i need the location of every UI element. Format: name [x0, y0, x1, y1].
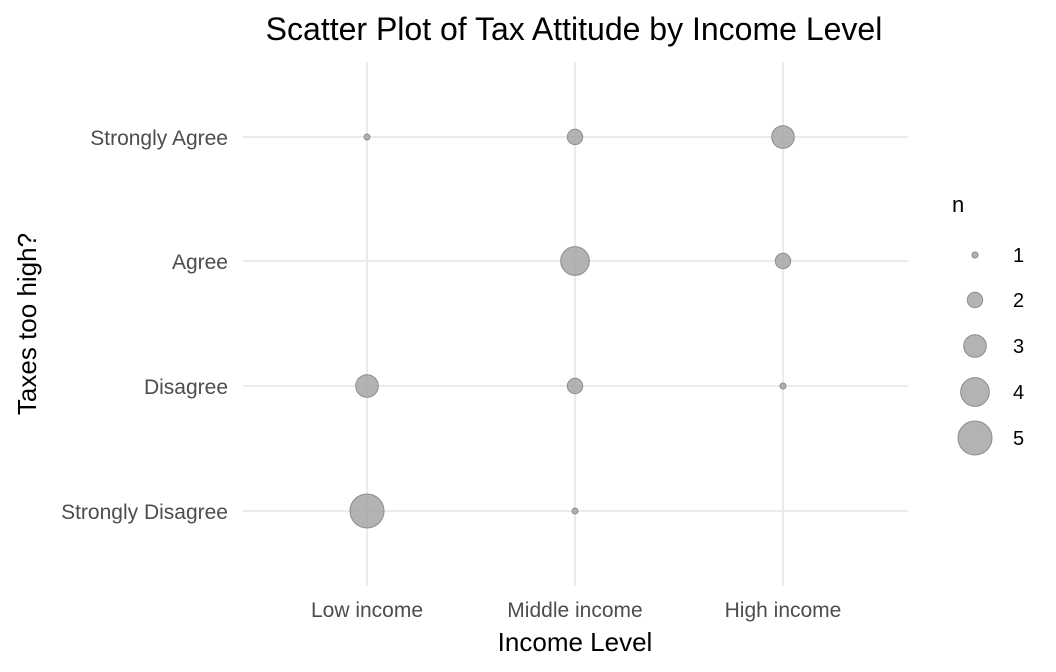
y-tick-strongly-agree: Strongly Agree — [90, 127, 228, 150]
legend-key-2 — [966, 291, 984, 309]
y-axis-title: Taxes too high? — [12, 233, 42, 415]
legend-label-2: 2 — [1013, 290, 1024, 312]
point-low-income-strongly-disagree — [349, 493, 385, 529]
legend-key-4 — [960, 377, 990, 407]
data-points — [349, 125, 795, 529]
y-tick-agree: Agree — [172, 251, 228, 274]
x-axis-title: Income Level — [498, 627, 653, 657]
x-tick-low-income: Low income — [311, 599, 423, 622]
legend-key-3 — [963, 334, 987, 358]
point-middle-income-disagree — [566, 377, 584, 395]
legend-key-1 — [971, 251, 979, 259]
point-middle-income-strongly-disagree — [571, 507, 579, 515]
point-middle-income-agree — [560, 246, 590, 276]
point-low-income-strongly-agree — [363, 133, 371, 141]
chart-title: Scatter Plot of Tax Attitude by Income L… — [266, 11, 883, 47]
y-tick-strongly-disagree: Strongly Disagree — [61, 501, 228, 524]
legend-key-5 — [957, 420, 993, 456]
point-middle-income-strongly-agree — [566, 128, 584, 146]
legend-title: n — [952, 192, 964, 217]
y-tick-disagree: Disagree — [144, 376, 228, 399]
x-tick-high-income: High income — [725, 599, 842, 622]
point-high-income-agree — [774, 252, 792, 270]
point-high-income-strongly-agree — [771, 125, 795, 149]
legend-label-5: 5 — [1013, 428, 1024, 450]
size-legend: n 1 2 3 4 5 — [952, 192, 1024, 456]
legend-items: 1 2 3 4 5 — [957, 245, 1024, 456]
legend-label-4: 4 — [1013, 382, 1024, 404]
point-high-income-disagree — [779, 382, 787, 390]
y-tick-labels: Strongly Disagree Disagree Agree Strongly A… — [61, 127, 228, 524]
legend-label-1: 1 — [1013, 245, 1024, 267]
legend-label-3: 3 — [1013, 336, 1024, 358]
x-tick-labels: Low income Middle income High income — [311, 599, 841, 622]
x-tick-middle-income: Middle income — [507, 599, 642, 622]
point-low-income-disagree — [355, 374, 379, 398]
